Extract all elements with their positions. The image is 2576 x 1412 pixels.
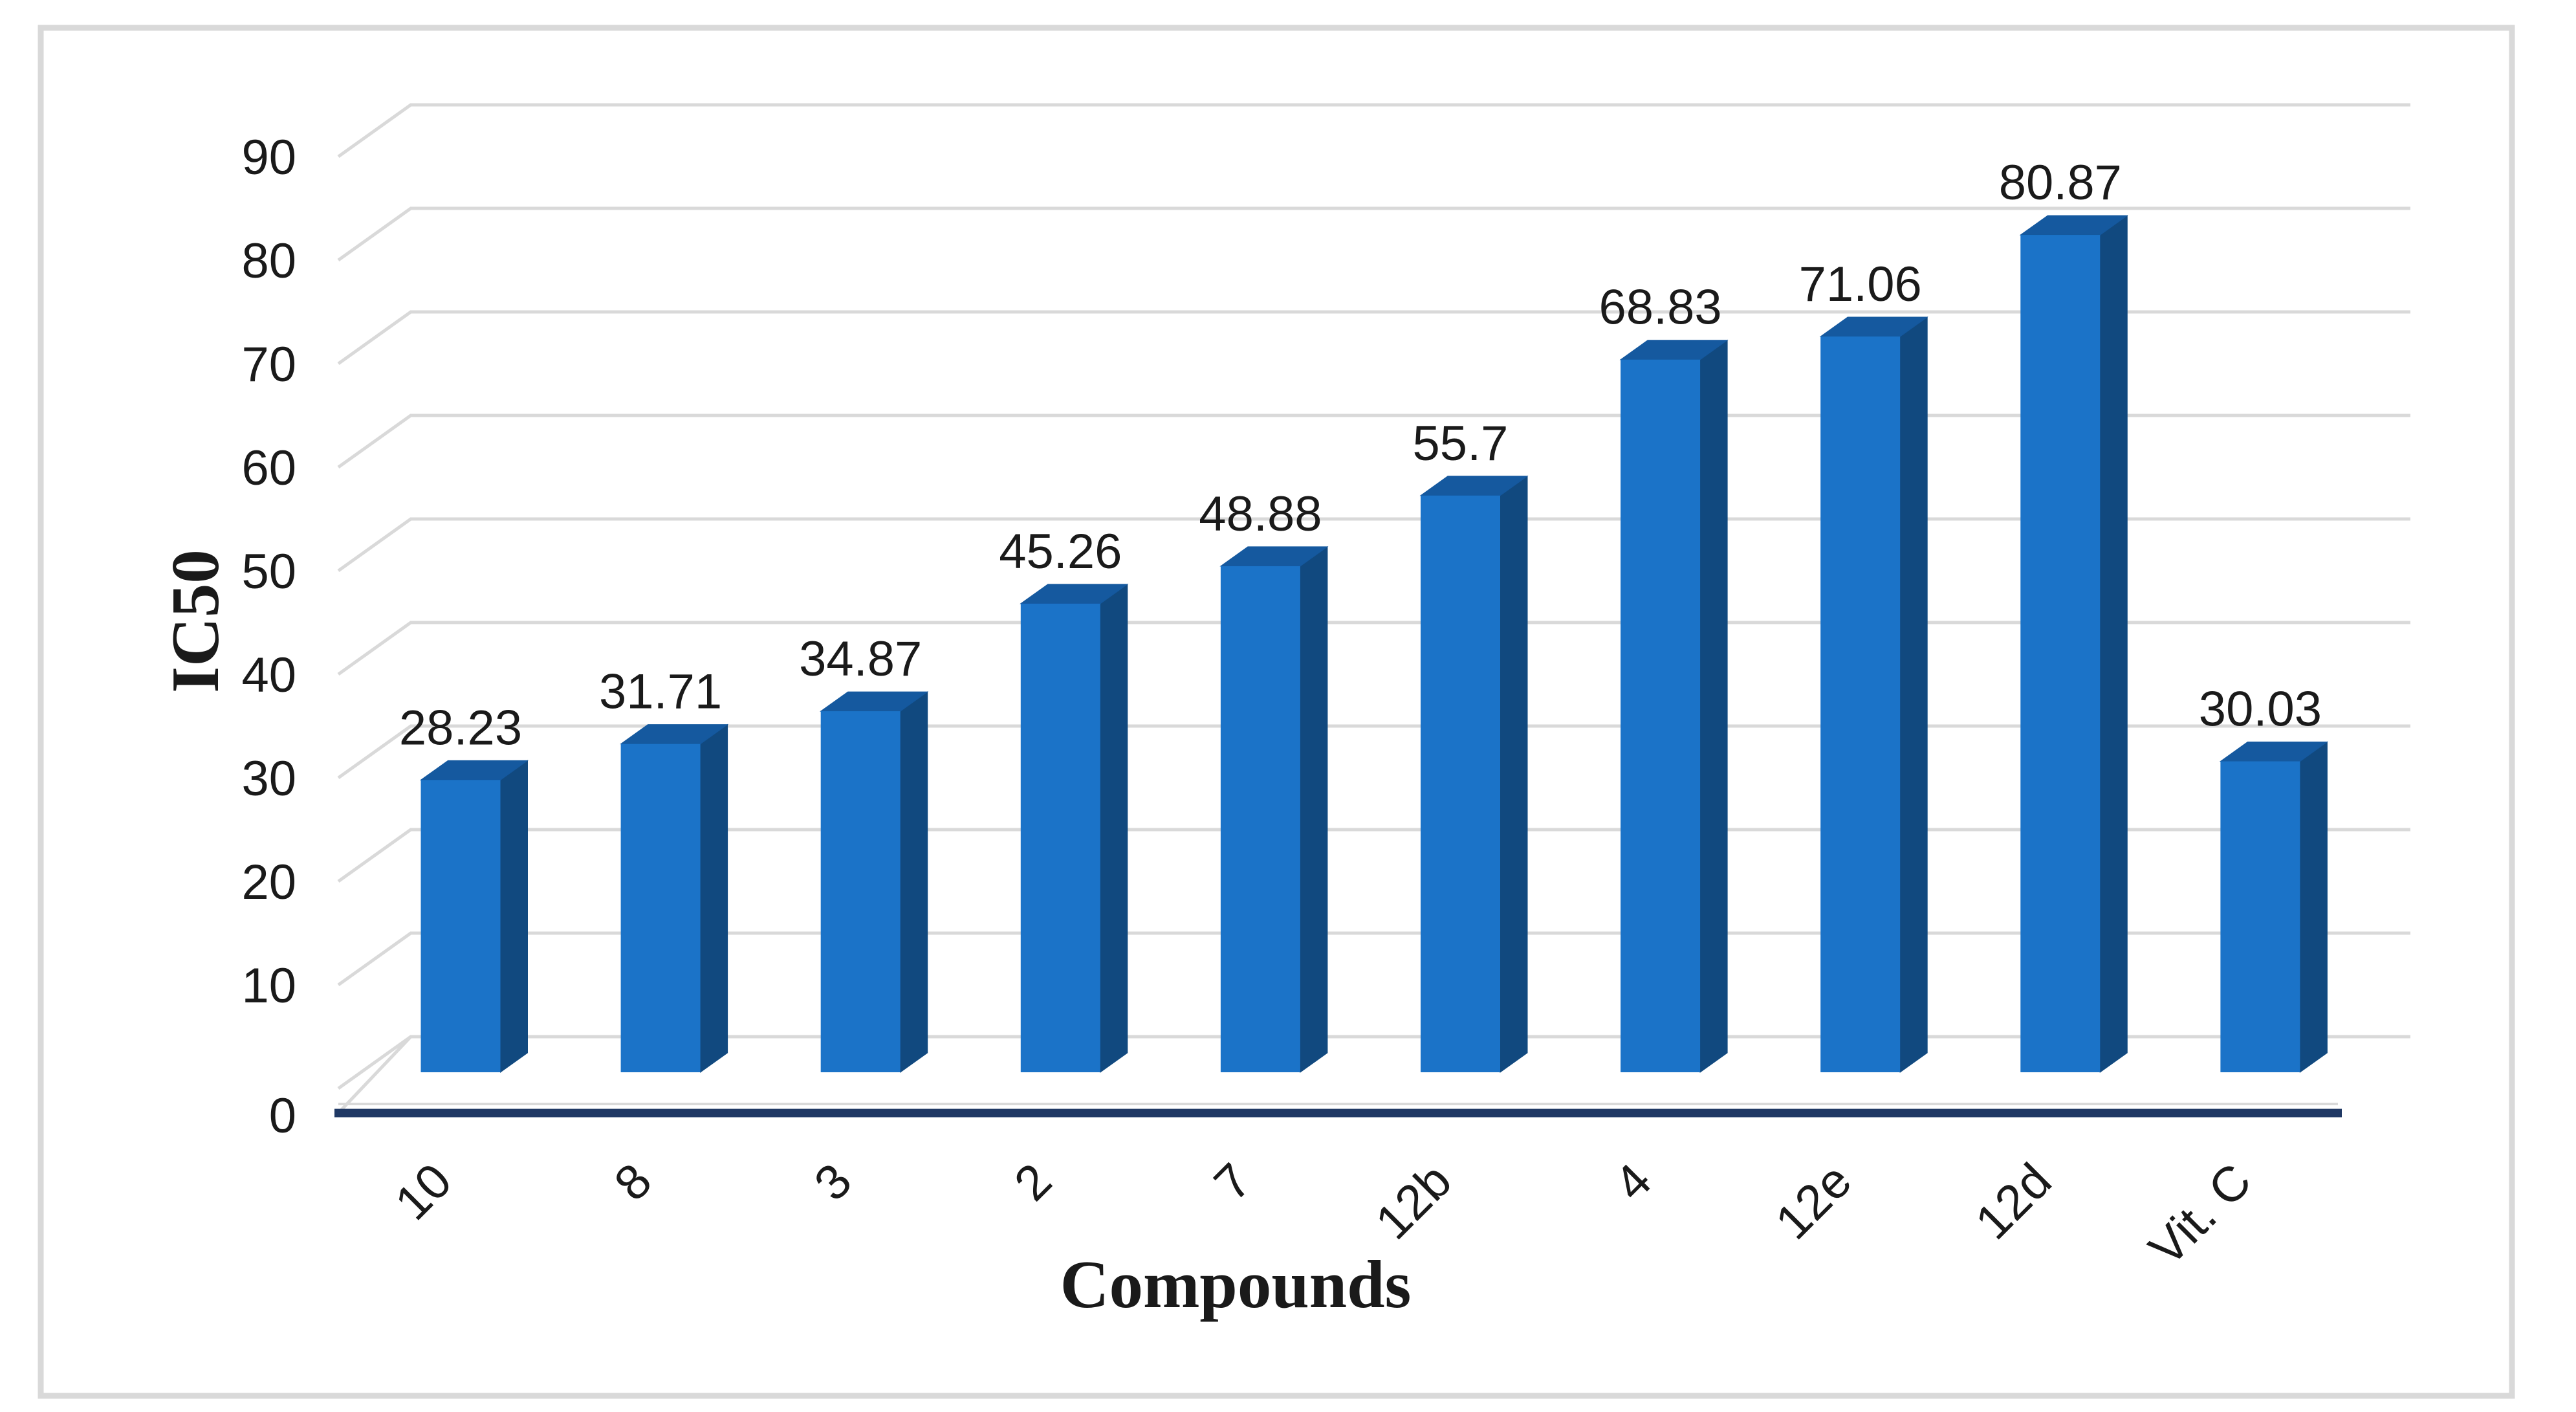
y-tick-label-30: 30 <box>241 751 296 806</box>
bar-front-face <box>1421 495 1500 1072</box>
gridline-30 <box>337 724 2410 780</box>
bar-2 <box>1020 583 1129 1073</box>
y-tick-label-50: 50 <box>241 544 296 599</box>
y-tick-label-80: 80 <box>241 234 296 289</box>
bar-10 <box>419 760 529 1073</box>
gridline-40 <box>337 621 2410 676</box>
bar-side-face <box>2299 741 2328 1073</box>
bar-7 <box>1219 546 1329 1073</box>
figure-border <box>38 25 2515 1399</box>
value-labels-group: 28.23 31.71 34.87 45.26 48.88 55.7 68.83 71.06 8… <box>399 155 2322 755</box>
bar-side-face <box>1100 583 1128 1073</box>
gridline-10 <box>337 931 2410 987</box>
bar-front-face <box>2020 235 2101 1073</box>
gridlines-group <box>337 103 2410 1090</box>
bar-side-face <box>1699 339 1728 1073</box>
bar-8 <box>620 723 729 1073</box>
bar-value-label: 80.87 <box>1999 155 2122 210</box>
y-tick-label-60: 60 <box>241 441 296 496</box>
bar-side-face <box>1500 475 1528 1073</box>
bar-4 <box>1619 339 1729 1073</box>
bar-3 <box>820 691 929 1073</box>
chart-floor <box>337 1035 412 1114</box>
bar-front-face <box>1621 359 1701 1072</box>
bars-group <box>419 215 2328 1073</box>
gridline-90 <box>337 103 2410 159</box>
bar-value-label: 55.7 <box>1413 416 1509 471</box>
bar-value-label: 30.03 <box>2199 682 2322 737</box>
floor-left-edge <box>337 1035 412 1114</box>
gridline-50 <box>337 517 2410 573</box>
bar-side-face <box>500 760 528 1073</box>
bar-value-label: 48.88 <box>1199 487 1322 542</box>
y-tick-label-10: 10 <box>241 958 296 1013</box>
bar-side-face <box>700 723 728 1073</box>
bar-value-label: 34.87 <box>799 632 922 687</box>
bar-value-label: 45.26 <box>999 524 1122 579</box>
bar-side-face <box>2099 215 2128 1073</box>
bar-value-label: 71.06 <box>1799 257 1922 312</box>
gridline-80 <box>337 206 2410 262</box>
bar-front-face <box>620 744 701 1072</box>
bar-front-face <box>1820 336 1901 1072</box>
x-axis-title: Compounds <box>1060 1246 1412 1322</box>
bar-side-face <box>1300 546 1328 1073</box>
bar-side-face <box>900 691 928 1073</box>
y-tick-label-0: 0 <box>269 1088 296 1143</box>
y-axis-title: IC50 <box>157 549 233 693</box>
bar-12b <box>1419 475 1529 1073</box>
y-tick-label-20: 20 <box>241 855 296 910</box>
gridline-60 <box>337 414 2410 469</box>
bar-front-face <box>1020 603 1100 1072</box>
gridline-70 <box>337 310 2410 366</box>
y-tick-label-40: 40 <box>241 648 296 703</box>
y-tick-label-90: 90 <box>241 130 296 185</box>
bar-front-face <box>820 711 901 1072</box>
bar-value-label: 68.83 <box>1599 280 1722 335</box>
y-tick-label-70: 70 <box>241 337 296 392</box>
gridline-20 <box>337 828 2410 883</box>
bar-Vit. C <box>2219 741 2328 1073</box>
bar-front-face <box>2220 761 2300 1072</box>
bar-12e <box>1819 316 1928 1073</box>
bar-12d <box>2019 215 2128 1073</box>
bar-value-label: 28.23 <box>399 700 522 755</box>
bar-value-label: 31.71 <box>599 665 722 720</box>
bar-front-face <box>1220 566 1300 1072</box>
bar-front-face <box>420 780 501 1072</box>
bar-side-face <box>1899 316 1928 1073</box>
y-axis-tick-labels: 0 10 20 30 40 50 60 70 80 90 <box>241 130 296 1143</box>
